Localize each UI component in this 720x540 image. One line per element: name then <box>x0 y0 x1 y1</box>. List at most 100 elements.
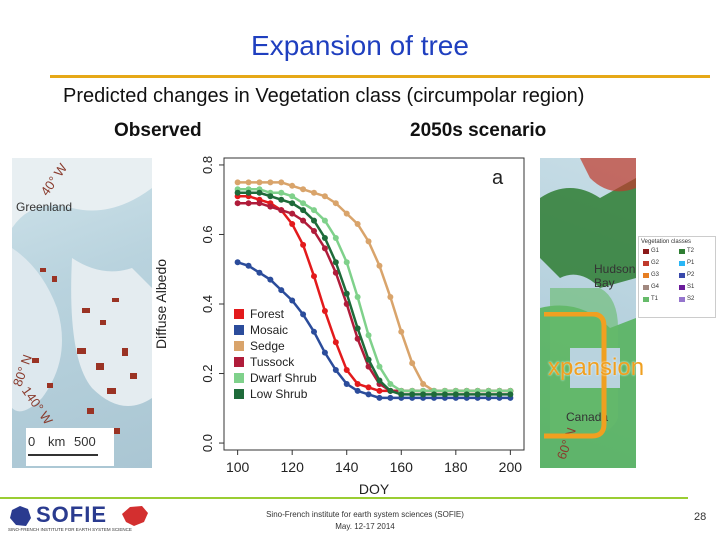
point-low-shrub <box>452 391 459 398</box>
y-tick-label: 0.6 <box>200 225 215 243</box>
veg-swatch-s1 <box>679 285 685 290</box>
point-low-shrub <box>311 217 317 224</box>
point-sedge <box>267 179 274 186</box>
observed-heading: Observed <box>114 120 202 141</box>
veg-label-s1: S1 <box>687 284 695 290</box>
point-sedge <box>420 380 427 387</box>
point-forest <box>376 387 383 394</box>
footer-line-2: May. 12-17 2014 <box>335 522 395 531</box>
point-low-shrub <box>343 290 350 297</box>
legend-swatch-mosaic <box>234 325 244 335</box>
greenland-label: Greenland <box>16 200 73 214</box>
point-low-shrub <box>474 391 481 398</box>
legend-label-dwarf-shrub: Dwarf Shrub <box>250 371 317 385</box>
point-dwarf-shrub <box>278 189 285 196</box>
point-tussock <box>289 210 296 217</box>
point-sedge <box>289 182 296 189</box>
expansion-label: xpansion <box>548 354 645 381</box>
point-forest <box>332 339 339 346</box>
veg-swatch-t1 <box>643 297 649 302</box>
slide-title: Expansion of tree <box>251 30 469 61</box>
point-low-shrub <box>420 391 427 398</box>
point-sedge <box>365 238 372 245</box>
x-tick-label: 200 <box>499 459 523 475</box>
veg-label-g2: G2 <box>651 260 660 266</box>
point-dwarf-shrub <box>300 200 307 207</box>
veg-swatch-t2 <box>679 249 685 254</box>
point-mosaic <box>365 391 372 398</box>
footer-text: Sino-French institute for earth system s… <box>200 509 530 533</box>
panel-label: a <box>492 167 504 189</box>
point-dwarf-shrub <box>321 217 328 224</box>
point-dwarf-shrub <box>289 193 296 200</box>
point-tussock <box>332 269 339 276</box>
point-low-shrub <box>507 391 514 398</box>
point-forest <box>321 307 328 314</box>
veg-label-t1: T1 <box>651 296 659 302</box>
point-mosaic <box>234 259 241 266</box>
veg-swatch-p1 <box>679 261 685 266</box>
point-sedge <box>321 193 328 200</box>
point-low-shrub <box>365 356 372 363</box>
legend-label-low-shrub: Low Shrub <box>250 387 308 401</box>
x-tick-label: 120 <box>281 459 305 475</box>
vegetation-legend-title: Vegetation classes <box>641 239 692 245</box>
sofie-logo: SOFIE SINO-FRENCH INSTITUTE FOR EARTH SY… <box>8 502 158 534</box>
point-sedge <box>409 360 416 367</box>
point-sedge <box>278 179 285 186</box>
veg-label-t2: T2 <box>687 248 695 254</box>
scale-bar <box>28 454 98 456</box>
x-tick-label: 180 <box>444 459 468 475</box>
y-tick-label: 0.0 <box>200 434 215 452</box>
point-mosaic <box>267 276 274 283</box>
point-sedge <box>311 189 317 196</box>
point-low-shrub <box>463 391 470 398</box>
observed-map-shapes <box>12 158 152 466</box>
france-shape-icon <box>10 506 31 526</box>
footer-rule <box>0 497 688 499</box>
scale-500: 500 <box>74 434 96 449</box>
logo-subtitle: SINO-FRENCH INSTITUTE FOR EARTH SYSTEM S… <box>8 527 132 532</box>
point-low-shrub <box>321 234 328 241</box>
point-mosaic <box>256 269 263 276</box>
albedo-chart-svg: 100 120 140 160 180 200 0.0 0.2 0.4 0.6 0.8 DOY Diff… <box>153 156 525 497</box>
slide-subtitle: Predicted changes in Vegetation class (c… <box>63 85 585 107</box>
point-tussock <box>300 217 307 224</box>
point-sedge <box>354 221 361 228</box>
point-forest <box>354 380 361 387</box>
point-forest <box>365 384 372 391</box>
point-low-shrub <box>354 325 361 332</box>
point-low-shrub <box>496 391 503 398</box>
title-underline <box>50 75 710 78</box>
point-mosaic <box>343 380 350 387</box>
point-forest <box>343 367 350 374</box>
scale-zero: 0 <box>28 434 36 449</box>
point-low-shrub <box>485 391 492 398</box>
point-forest <box>289 221 296 228</box>
point-mosaic <box>311 328 317 335</box>
point-tussock <box>234 200 241 207</box>
legend-label-forest: Forest <box>250 307 285 321</box>
point-mosaic <box>354 387 361 394</box>
point-mosaic <box>321 349 328 356</box>
veg-swatch-s2 <box>679 297 685 302</box>
x-axis-label: DOY <box>359 481 390 497</box>
point-tussock <box>245 200 252 207</box>
hudson-bay-label: Hudson Bay <box>594 262 636 290</box>
scenario-map-shapes <box>540 158 636 468</box>
legend-swatch-forest <box>234 309 244 319</box>
point-low-shrub <box>300 207 307 214</box>
point-sedge <box>300 186 307 193</box>
point-mosaic <box>376 394 383 401</box>
point-sedge <box>387 294 394 301</box>
point-sedge <box>245 179 252 186</box>
footer-line-1: Sino-French institute for earth system s… <box>266 510 464 519</box>
veg-label-s2: S2 <box>687 296 695 302</box>
legend-swatch-sedge <box>234 341 244 351</box>
point-dwarf-shrub <box>387 380 394 387</box>
point-low-shrub <box>267 193 274 200</box>
point-low-shrub <box>256 189 263 196</box>
point-forest <box>311 273 317 280</box>
veg-swatch-g4 <box>643 285 649 290</box>
veg-swatch-p2 <box>679 273 685 278</box>
